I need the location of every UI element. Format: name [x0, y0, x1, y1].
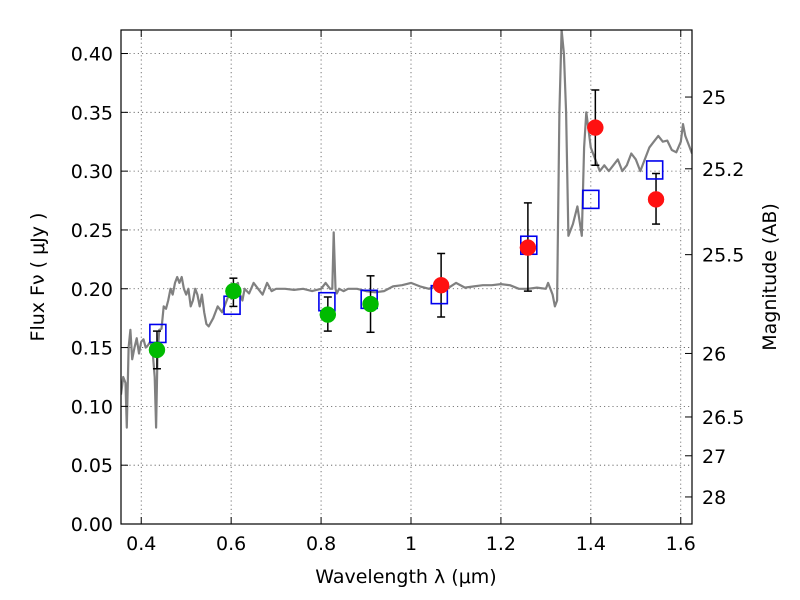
x-tick-label: 0.8 [306, 533, 336, 555]
green-data-point [362, 295, 379, 313]
y-tick-label: 0.30 [71, 161, 113, 183]
error-bars [152, 89, 661, 370]
x-tick-label: 1.4 [576, 533, 606, 555]
y-tick-label: 0.20 [71, 279, 113, 301]
y-tick-label: 0.25 [71, 220, 113, 242]
y2-tick-label: 26 [702, 343, 726, 365]
x-tick-label: 1 [405, 533, 417, 555]
x-tick-label: 0.6 [216, 533, 246, 555]
red-data-point [647, 191, 665, 208]
x-axis-title: Wavelength λ (μm) [315, 566, 496, 588]
x-tick-label: 1.6 [666, 533, 696, 555]
plot-area [121, 30, 692, 429]
data-points [148, 119, 665, 359]
y2-tick-label: 27 [702, 446, 726, 468]
plot-frame [120, 29, 693, 525]
red-data-point [432, 276, 450, 294]
y-tick-label: 0.10 [71, 396, 113, 418]
green-data-point [319, 306, 337, 323]
red-data-point [587, 119, 604, 136]
green-data-point [148, 341, 166, 359]
red-data-point [519, 239, 537, 256]
grid-lines [121, 30, 692, 525]
x-tick-label: 0.4 [126, 533, 156, 555]
y2-tick-label: 28 [702, 487, 726, 509]
y2-tick-label: 25 [702, 87, 726, 109]
y2-axis-title: Magnitude (AB) [759, 203, 781, 351]
axis-ticks: 0.4 0.6 0.8 1 1.2 1.4 1.6 0.00 0.05 0.10 0.15 0.20 0… [71, 30, 744, 555]
x-tick-label: 1.2 [486, 533, 516, 555]
y2-tick-label: 25.2 [702, 159, 744, 181]
model-photometry-square [582, 189, 600, 210]
model-photometry-square [645, 160, 664, 180]
green-data-point [225, 282, 242, 300]
y-tick-label: 0.40 [71, 44, 113, 66]
y-tick-label: 0.05 [71, 455, 113, 477]
y2-tick-label: 25.5 [702, 245, 744, 267]
y-tick-label: 0.35 [71, 102, 113, 124]
y2-tick-label: 26.5 [702, 407, 744, 429]
y-tick-label: 0.00 [71, 514, 113, 536]
y-axis-title: Flux Fν ( μJy ) [27, 213, 49, 342]
y-tick-label: 0.15 [71, 338, 113, 360]
model-spectrum-line [121, 30, 692, 429]
